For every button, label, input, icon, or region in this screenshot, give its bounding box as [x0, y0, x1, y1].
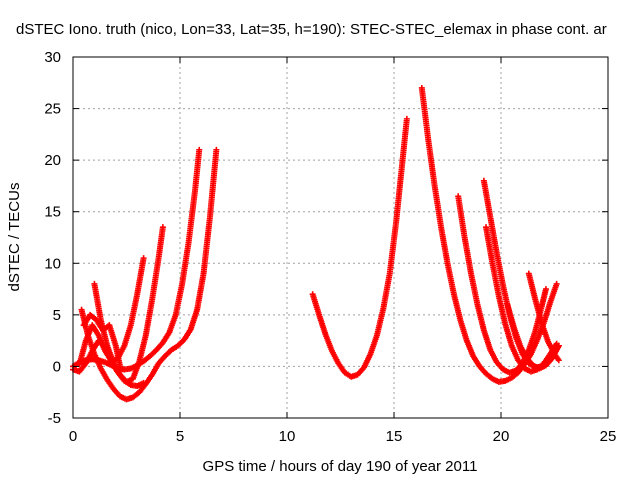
data-point — [555, 342, 562, 349]
x-axis-label: GPS time / hours of day 190 of year 2011 — [203, 458, 478, 475]
axis-ticks: 0 5 10 15 20 25 -5 0 5 10 15 20 25 30 — [44, 49, 616, 445]
x-tick-label: 0 — [69, 428, 77, 445]
y-tick-label: 25 — [44, 101, 61, 118]
data-series — [70, 337, 147, 390]
y-tick-label: 15 — [44, 204, 61, 221]
x-tick-label: 5 — [176, 428, 184, 445]
y-tick-label: 20 — [44, 152, 61, 169]
data-point — [555, 357, 562, 364]
y-axis-label: dSTEC / TECUs — [6, 183, 23, 292]
data-point — [213, 146, 220, 153]
data-series — [309, 115, 410, 380]
data-series — [418, 84, 560, 385]
data-series — [525, 270, 562, 364]
data-point — [159, 224, 166, 231]
x-tick-label: 10 — [279, 428, 296, 445]
data-point — [196, 146, 203, 153]
x-tick-label: 25 — [600, 428, 617, 445]
data-series — [504, 301, 562, 372]
data-point — [117, 363, 124, 370]
chart-title: dSTEC Iono. truth (nico, Lon=33, Lat=35,… — [16, 21, 607, 38]
y-tick-label: 30 — [44, 49, 61, 66]
data-point — [542, 286, 549, 293]
y-tick-label: -5 — [48, 410, 61, 427]
data-point — [553, 280, 560, 287]
data-point — [140, 255, 147, 262]
y-tick-label: 0 — [53, 358, 61, 375]
data-point — [140, 379, 147, 386]
data-series — [483, 224, 560, 375]
data-point — [403, 115, 410, 122]
data-series — [78, 146, 220, 403]
x-tick-label: 20 — [493, 428, 510, 445]
plot-frame — [72, 56, 609, 419]
y-tick-label: 5 — [53, 307, 61, 324]
data-marks — [70, 84, 562, 403]
data-series — [80, 311, 124, 370]
data-series — [91, 224, 166, 385]
x-tick-label: 15 — [386, 428, 403, 445]
y-tick-label: 10 — [44, 255, 61, 272]
